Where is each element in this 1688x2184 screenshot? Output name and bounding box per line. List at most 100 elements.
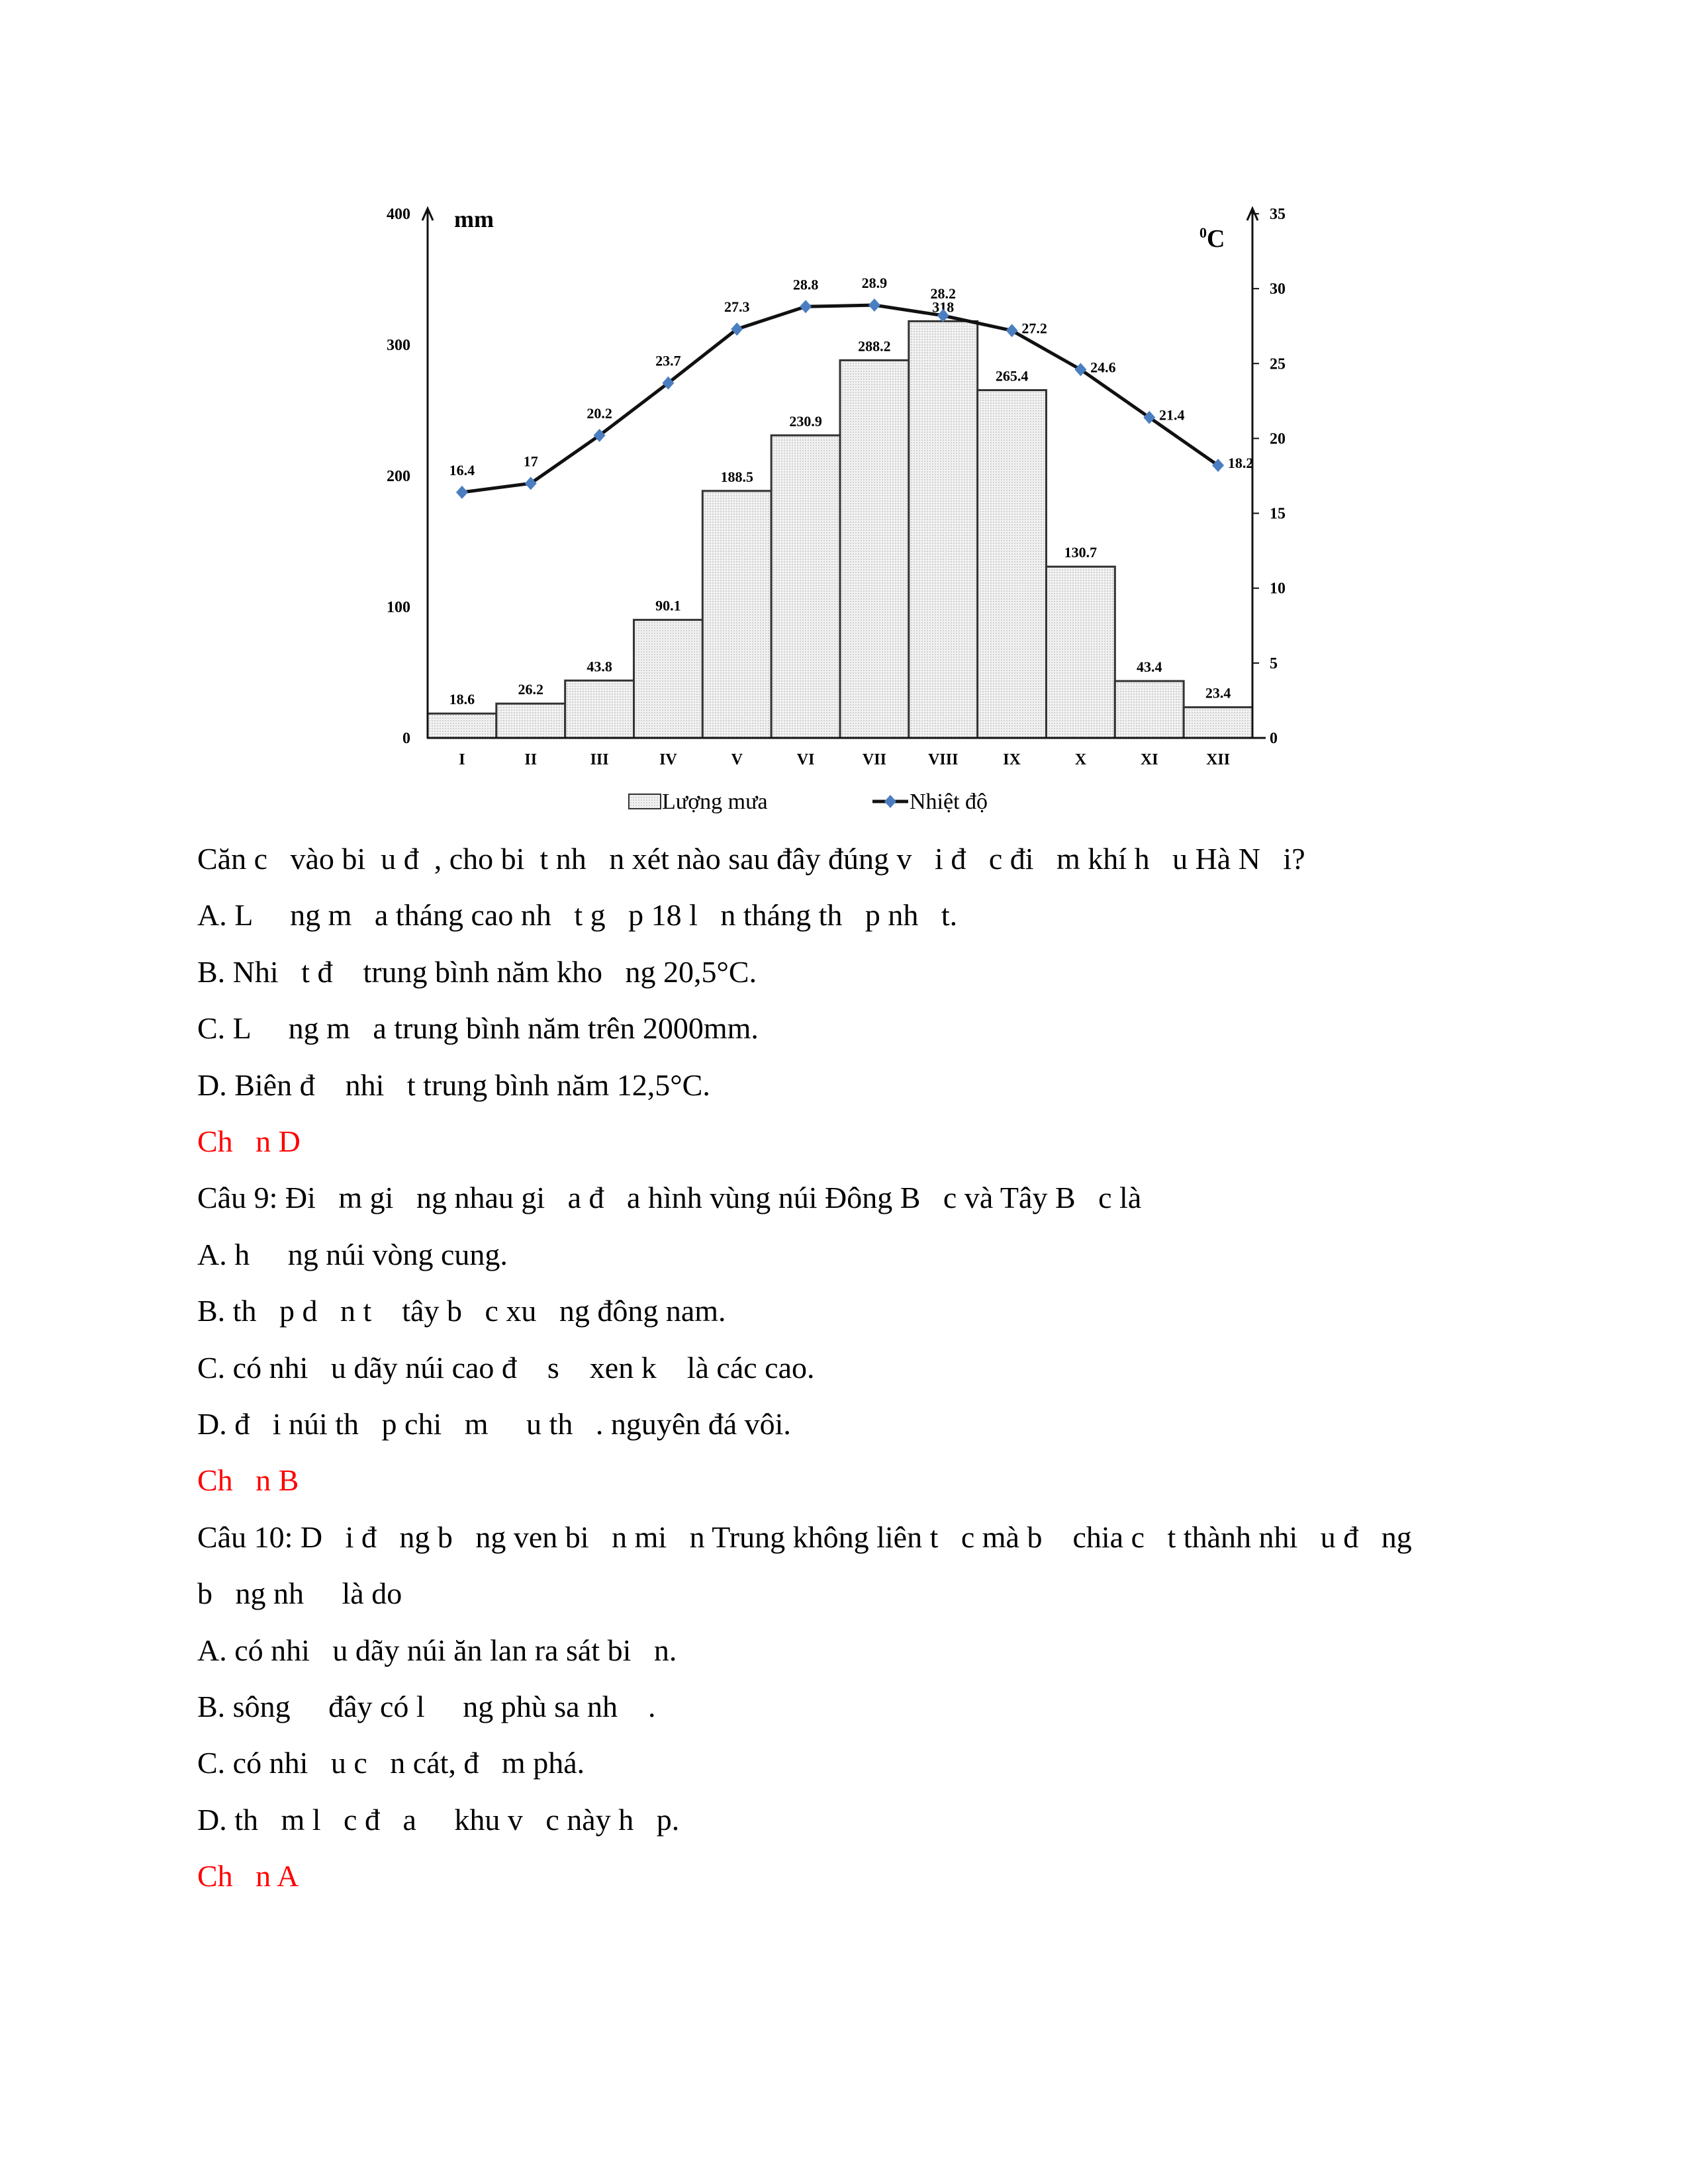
month-tick-label: III [590, 751, 609, 768]
temperature-line [461, 303, 1219, 494]
temperature-value-label: 18.2 [1228, 455, 1254, 471]
legend-label-rain: Lượng mưa [662, 790, 768, 814]
month-tick-label: I [459, 751, 465, 768]
rain-value-label: 90.1 [655, 598, 681, 614]
right-tick-label: 30 [1270, 281, 1286, 298]
month-tick-label: IX [1003, 751, 1021, 768]
left-axis-unit: mm [454, 206, 494, 232]
text-line: Câu 10: D i đ ng b ng ven bi n mi n Trun… [197, 1520, 1412, 1554]
month-tick-label: VI [797, 751, 815, 768]
temperature-marker [593, 428, 606, 442]
rain-bar [1113, 680, 1185, 739]
rain-value-label: 18.6 [449, 691, 475, 707]
month-tick-label: V [731, 751, 743, 768]
rain-bar [908, 320, 979, 739]
climate-chart: 18.6 I 26.2 II 43.8 III 90.1 IV 188.5 V 230.9 VI 288… [387, 206, 1286, 814]
answer-line: Ch n B [197, 1463, 299, 1498]
temperature-value-label: 23.7 [655, 353, 681, 369]
temperature-marker [1143, 410, 1156, 424]
rain-value-label: 288.2 [858, 338, 891, 354]
right-tick-label: 25 [1270, 355, 1286, 373]
rain-bar [976, 389, 1047, 739]
rain-value-label: 130.7 [1064, 544, 1098, 561]
temperature-value-label: 28.9 [862, 275, 888, 291]
rain-value-label: 188.5 [721, 469, 754, 485]
temperature-value-label: 28.8 [793, 276, 819, 293]
temperature-value-label: 24.6 [1090, 359, 1116, 375]
rain-bar [770, 434, 841, 739]
rain-bar [633, 619, 704, 739]
rain-value-label: 43.4 [1137, 659, 1162, 675]
month-tick-label: VIII [928, 751, 958, 768]
text-line: b ng nh là do [197, 1576, 402, 1611]
right-tick-label: 5 [1270, 655, 1278, 672]
rain-bar [1045, 565, 1116, 739]
text-line: B. Nhi t đ trung bình năm kho ng 20,5°C. [197, 954, 757, 989]
right-tick-label: 15 [1270, 506, 1286, 523]
left-tick-label: 300 [387, 337, 410, 354]
temperature-marker [524, 477, 537, 490]
temperature-value-label: 27.2 [1021, 320, 1047, 337]
rain-bar [426, 712, 498, 739]
rain-bar [564, 679, 635, 739]
temperature-marker [662, 376, 675, 390]
left-tick-label: 0 [402, 730, 410, 747]
temperature-value-label: 27.3 [724, 298, 750, 315]
temperature-marker [455, 485, 468, 499]
text-line: C. có nhi u dãy núi cao đ s xen k là các… [197, 1350, 815, 1385]
rain-bar [839, 359, 910, 739]
month-tick-label: IV [659, 751, 677, 768]
rain-value-label: 265.4 [996, 368, 1029, 385]
temperature-marker [868, 298, 880, 312]
right-tick-label: 0 [1270, 730, 1278, 747]
right-tick-label: 20 [1270, 430, 1286, 447]
text-line: D. đ i núi th p chi m u th . nguyên đá v… [197, 1407, 791, 1441]
month-tick-label: XI [1141, 751, 1158, 768]
temperature-value-label: 16.4 [449, 462, 475, 478]
right-tick-label: 10 [1270, 580, 1286, 598]
right-tick-label: 35 [1270, 206, 1286, 223]
month-tick-label: II [524, 751, 537, 768]
month-tick-label: X [1075, 751, 1087, 768]
answer-line: Ch n D [197, 1124, 301, 1158]
text-line: D. th m l c đ a khu v c này h p. [197, 1802, 680, 1837]
month-tick-label: VII [863, 751, 886, 768]
rain-value-label: 230.9 [789, 413, 822, 430]
temperature-marker [800, 300, 812, 314]
rain-value-label: 43.8 [586, 658, 612, 674]
legend-swatch-rain [628, 794, 661, 809]
text-line: A. h ng núi vòng cung. [197, 1237, 508, 1271]
text-line: A. có nhi u dãy núi ăn lan ra sát bi n. [197, 1633, 677, 1667]
text-line: B. th p d n t tây b c xu ng đông nam. [197, 1294, 726, 1328]
temperature-marker [731, 322, 743, 336]
left-tick-label: 100 [387, 599, 410, 616]
right-axis-unit: 0C [1199, 224, 1225, 253]
temperature-value-label: 28.2 [931, 285, 957, 302]
temperature-marker [937, 308, 949, 322]
month-tick-label: XII [1206, 751, 1230, 768]
text-line: D. Biên đ nhi t trung bình năm 12,5°C. [197, 1068, 710, 1102]
answer-line: Ch n A [197, 1859, 299, 1893]
rain-bar [495, 702, 567, 739]
temperature-value-label: 17 [524, 453, 538, 469]
rain-value-label: 26.2 [518, 681, 544, 698]
temperature-value-label: 20.2 [586, 405, 612, 422]
temperature-marker [1212, 459, 1225, 473]
rain-value-label: 23.4 [1205, 685, 1231, 702]
text-line: A. L ng m a tháng cao nh t g p 18 l n th… [197, 898, 958, 933]
rain-bar [701, 490, 773, 739]
left-axis-arrow [421, 206, 434, 221]
text-line: C. L ng m a trung bình năm trên 2000mm. [197, 1011, 759, 1046]
text-line: Câu 9: Đi m gi ng nhau gi a đ a hình vùn… [197, 1181, 1142, 1215]
temperature-marker [1074, 363, 1087, 377]
temperature-marker [1006, 324, 1018, 338]
text-line: B. sông đây có l ng phù sa nh . [197, 1690, 656, 1723]
text-line: Căn c vào bi u đ , cho bi t nh n xét nào… [197, 842, 1305, 876]
left-tick-label: 400 [387, 206, 410, 223]
rain-bar [1182, 706, 1254, 739]
left-tick-label: 200 [387, 468, 410, 485]
text-line: C. có nhi u c n cát, đ m phá. [197, 1746, 585, 1780]
temperature-value-label: 21.4 [1159, 407, 1185, 424]
legend-swatch-temp-marker [884, 795, 896, 808]
right-axis-arrow [1246, 206, 1259, 221]
